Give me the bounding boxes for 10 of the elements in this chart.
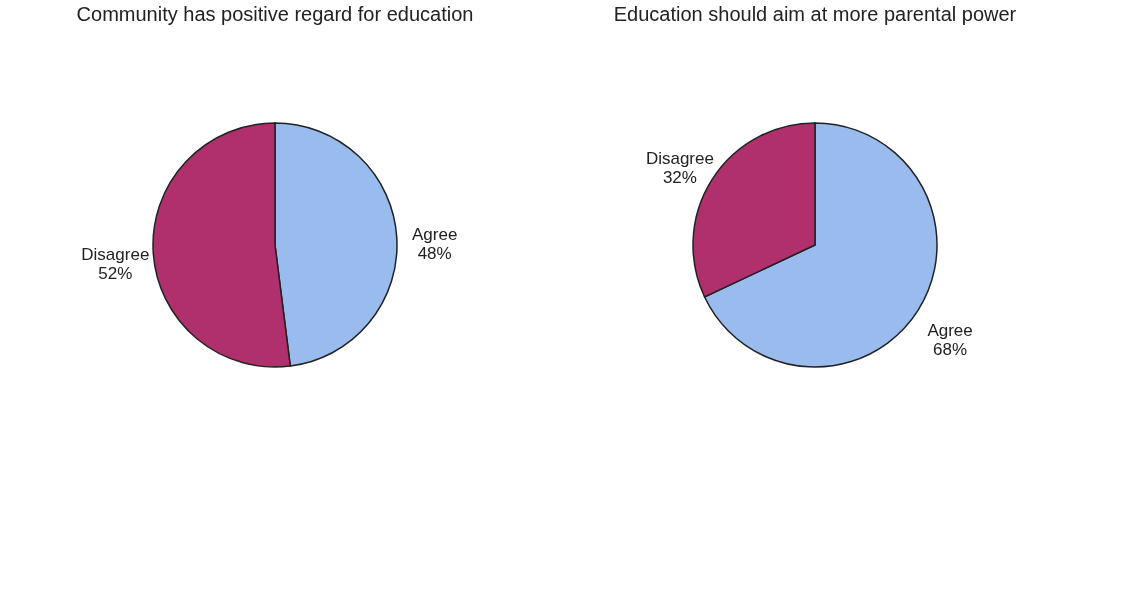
slice-label: Agree: [927, 320, 973, 340]
slice-label: Agree: [412, 224, 458, 244]
chart-title: Education should aim at more parental power: [613, 3, 1017, 25]
data-label: 32%: [662, 168, 697, 188]
slice-label: Disagree: [81, 245, 150, 265]
data-label: 52%: [98, 264, 133, 284]
data-label: 48%: [417, 243, 452, 263]
slice-label: Disagree: [645, 149, 714, 169]
data-label: 68%: [933, 339, 968, 359]
chart-title: Community has positive regard for education: [76, 3, 474, 25]
